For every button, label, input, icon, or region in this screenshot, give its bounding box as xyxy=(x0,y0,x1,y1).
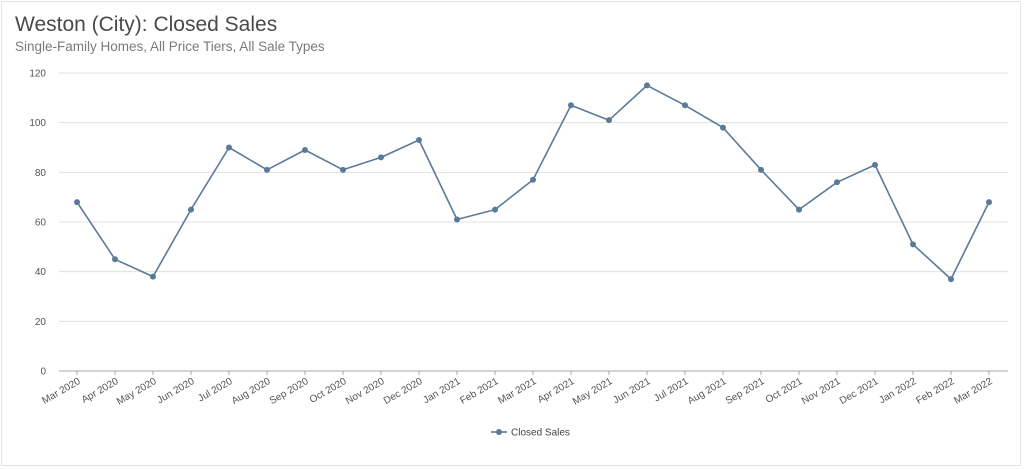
x-tick-label: Apr 2020 xyxy=(80,376,121,406)
data-point xyxy=(150,273,156,280)
data-point xyxy=(644,82,650,89)
x-tick-label: Mar 2022 xyxy=(952,376,994,407)
x-tick-label: Oct 2021 xyxy=(764,376,805,406)
x-tick-label: Mar 2020 xyxy=(40,376,82,407)
y-axis-ticks: 0 20 40 60 80 100 120 xyxy=(29,69,46,378)
data-point xyxy=(492,206,498,213)
data-point xyxy=(758,166,764,173)
chart-subtitle: Single-Family Homes, All Price Tiers, Al… xyxy=(15,39,325,54)
legend[interactable]: Closed Sales xyxy=(491,428,570,439)
x-tick-label: Aug 2020 xyxy=(230,376,273,407)
data-point xyxy=(720,124,726,131)
y-tick-label: 40 xyxy=(35,267,47,278)
x-tick-label: Nov 2021 xyxy=(800,376,843,407)
data-point xyxy=(986,199,992,206)
data-point xyxy=(112,256,118,263)
y-tick-label: 80 xyxy=(35,168,47,179)
data-point xyxy=(606,117,612,124)
x-tick-label: May 2021 xyxy=(571,376,615,408)
x-tick-label: Feb 2021 xyxy=(458,376,500,407)
data-point xyxy=(74,199,80,206)
x-tick-label: Sep 2021 xyxy=(724,376,767,407)
x-tick-label: Feb 2022 xyxy=(914,376,956,407)
data-point xyxy=(834,179,840,186)
grid-lines xyxy=(59,72,1008,372)
chart-title: Weston (City): Closed Sales xyxy=(15,13,278,36)
x-tick-label: Jan 2022 xyxy=(877,376,919,406)
data-point xyxy=(378,154,384,161)
x-tick-label: Apr 2021 xyxy=(536,376,577,406)
data-point xyxy=(682,102,688,109)
y-tick-label: 60 xyxy=(35,218,47,229)
data-point xyxy=(188,206,194,213)
x-tick-label: Jan 2021 xyxy=(421,376,463,406)
data-point xyxy=(416,137,422,144)
x-tick-label: May 2020 xyxy=(115,376,159,408)
x-tick-label: Dec 2020 xyxy=(382,376,425,407)
x-tick-label: Aug 2021 xyxy=(686,376,729,407)
data-point xyxy=(796,206,802,213)
data-point xyxy=(530,176,536,183)
x-tick-label: Jul 2020 xyxy=(196,376,235,405)
x-tick-label: Jul 2021 xyxy=(652,376,691,405)
data-point xyxy=(226,144,232,151)
y-tick-label: 100 xyxy=(29,118,46,129)
series-group xyxy=(74,82,992,283)
x-tick-label: Jun 2020 xyxy=(155,376,197,406)
legend-dot-marker xyxy=(496,429,502,435)
data-point xyxy=(568,102,574,109)
y-tick-label: 20 xyxy=(35,317,47,328)
x-tick-label: Oct 2020 xyxy=(308,376,349,406)
data-point xyxy=(340,166,346,173)
legend-label: Closed Sales xyxy=(511,428,570,439)
x-tick-label: Mar 2021 xyxy=(496,376,538,407)
data-point xyxy=(454,216,460,223)
x-tick-label: Nov 2020 xyxy=(344,376,387,407)
x-tick-label: Sep 2020 xyxy=(268,376,311,407)
data-point xyxy=(302,146,308,153)
x-tick-label: Dec 2021 xyxy=(838,376,881,407)
y-tick-label: 120 xyxy=(29,69,46,80)
data-point xyxy=(910,241,916,248)
x-tick-label: Jun 2021 xyxy=(611,376,653,406)
data-point xyxy=(264,166,270,173)
y-tick-label: 0 xyxy=(40,367,46,378)
data-point xyxy=(872,161,878,168)
data-point xyxy=(948,276,954,283)
